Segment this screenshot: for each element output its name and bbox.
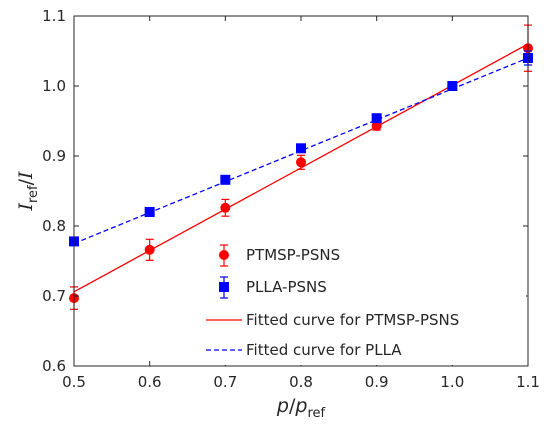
legend-label-plla-psns: PLLA-PSNS <box>246 278 327 296</box>
axis-ticks: 0.5 0.6 0.7 0.8 0.9 1.0 1.10.60.70.80.91.01.1 <box>42 7 540 391</box>
x-tick-label: 0.7 <box>213 373 237 391</box>
data-point-series1-3 <box>296 143 306 154</box>
y-tick-label: 0.9 <box>42 147 66 165</box>
marker-circle <box>371 120 382 131</box>
legend: PTMSP-PSNS PLLA-PSNS Fitted curve for PT… <box>200 237 526 365</box>
x-axis-label: p/pref <box>276 395 326 421</box>
marker-circle <box>220 202 231 213</box>
legend-entry-ptmsp-psns: PTMSP-PSNS <box>219 244 340 267</box>
legend-label-fit-ptmsp: Fitted curve for PTMSP-PSNS <box>246 311 459 329</box>
legend-entry-fit-ptmsp: Fitted curve for PTMSP-PSNS <box>206 311 459 329</box>
y-tick-label: 1.1 <box>42 7 66 25</box>
legend-label-fit-plla: Fitted curve for PLLA <box>246 341 402 359</box>
data-point-series1-4 <box>371 113 382 124</box>
marker-square <box>296 143 306 154</box>
y-tick-label: 0.6 <box>42 357 66 375</box>
legend-label-ptmsp-psns: PTMSP-PSNS <box>246 246 340 264</box>
data-point-series0-1 <box>144 238 155 261</box>
x-tick-label: 0.5 <box>62 373 86 391</box>
data-point-series0-3 <box>296 154 306 170</box>
marker-square <box>144 207 155 217</box>
marker-circle <box>144 244 155 255</box>
data-point-series1-1 <box>144 207 155 217</box>
x-tick-label: 1.1 <box>516 373 540 391</box>
x-tick-label: 0.8 <box>289 373 313 391</box>
data-point-series0-2 <box>220 198 231 217</box>
marker-circle <box>296 157 306 168</box>
y-tick-label: 0.7 <box>42 287 66 305</box>
legend-entry-fit-plla: Fitted curve for PLLA <box>206 341 402 359</box>
marker-square <box>371 113 382 124</box>
y-tick-label: 1.0 <box>42 77 66 95</box>
marker-square <box>220 174 231 185</box>
legend-entry-plla-psns: PLLA-PSNS <box>219 276 327 299</box>
y-axis-label: Iref/I <box>15 171 41 212</box>
data-point-series1-2 <box>220 174 231 185</box>
x-tick-label: 1.0 <box>440 373 464 391</box>
x-tick-label: 0.6 <box>138 373 162 391</box>
legend-marker-circle <box>219 250 229 260</box>
x-tick-label: 0.9 <box>365 373 389 391</box>
legend-marker-square <box>219 282 229 292</box>
legend-box <box>200 237 526 365</box>
data-point-series1-5 <box>447 81 458 91</box>
marker-square <box>447 81 458 91</box>
y-tick-label: 0.8 <box>42 217 66 235</box>
